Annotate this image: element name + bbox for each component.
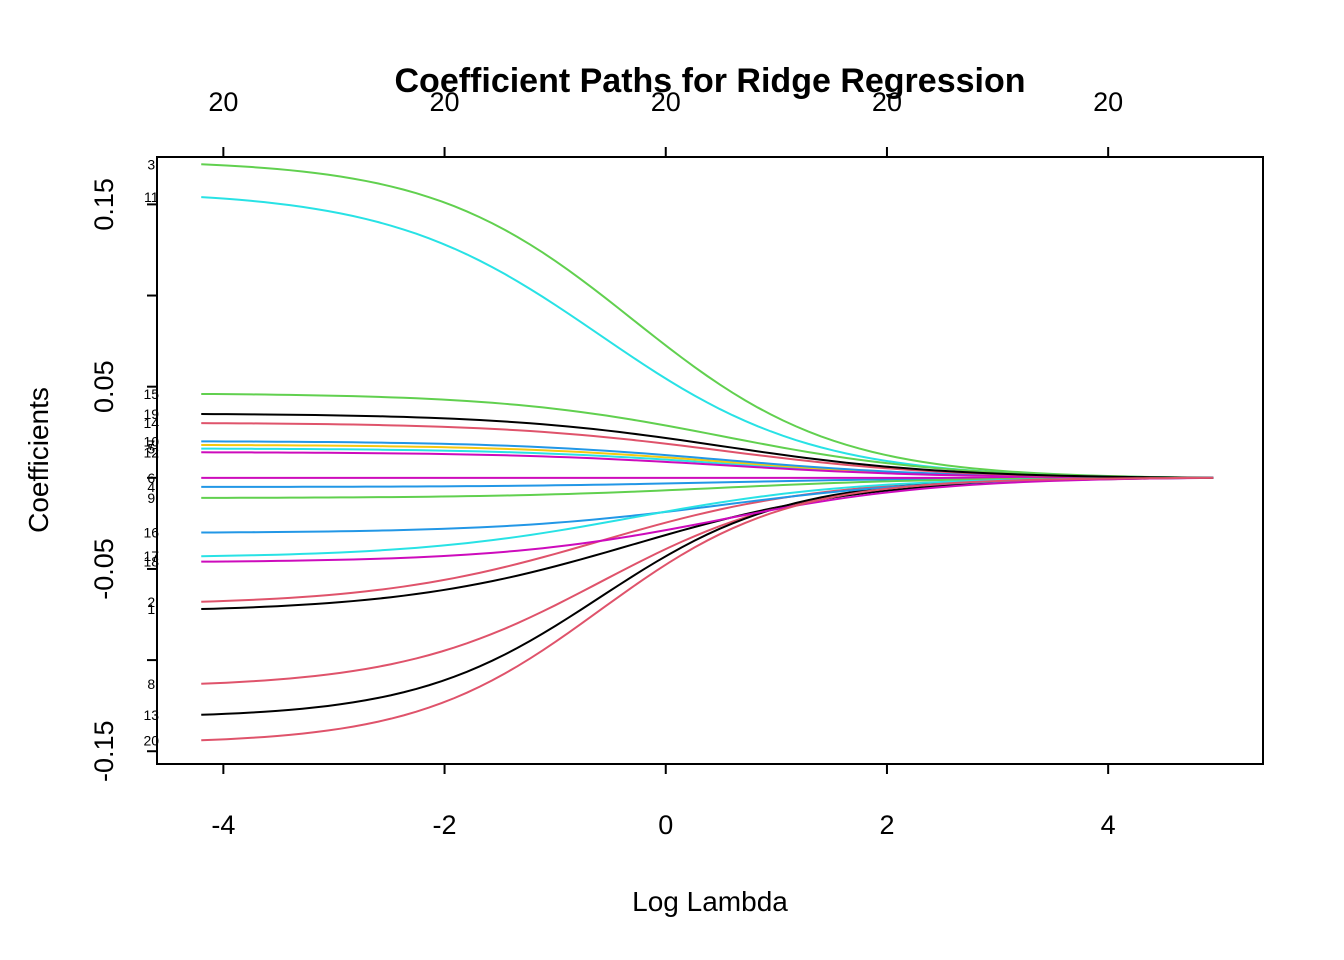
series-label-9: 9 xyxy=(147,490,155,506)
chart-title: Coefficient Paths for Ridge Regression xyxy=(395,62,1026,100)
top-tick-label: 20 xyxy=(651,87,681,117)
y-axis-label: Coefficients xyxy=(23,387,54,533)
plot-box xyxy=(156,156,1264,765)
series-line-18 xyxy=(201,476,1214,563)
series-line-14 xyxy=(201,422,1214,479)
series-label-16: 16 xyxy=(143,525,159,541)
series-line-17 xyxy=(201,476,1214,558)
x-axis-label: Log Lambda xyxy=(632,886,788,917)
series-label-2: 2 xyxy=(147,594,155,610)
series-label-3: 3 xyxy=(147,156,155,172)
series-line-8 xyxy=(201,476,1214,685)
left-axis: -0.15 -0.05 0.05 0.15 xyxy=(89,178,157,782)
series-line-11 xyxy=(201,196,1214,479)
top-axis: 20 20 20 20 20 xyxy=(208,87,1123,157)
top-tick-label: 20 xyxy=(208,87,238,117)
series-label-8: 8 xyxy=(147,676,155,692)
series-label-19: 19 xyxy=(143,406,159,422)
series-label-17: 17 xyxy=(143,548,159,564)
top-tick-label: 20 xyxy=(430,87,460,117)
bottom-axis: -4 -2 0 2 4 xyxy=(211,764,1116,840)
y-tick-label: -0.05 xyxy=(89,538,119,600)
x-tick-label: -4 xyxy=(211,810,235,840)
series-label-4: 4 xyxy=(147,479,155,495)
series-line-19 xyxy=(201,413,1214,479)
series-label-6: 6 xyxy=(147,470,155,486)
series-line-12 xyxy=(201,451,1214,479)
y-tick-label: -0.15 xyxy=(89,720,119,782)
series-label-14: 14 xyxy=(143,415,159,431)
y-tick-label: 0.05 xyxy=(89,360,119,413)
x-tick-label: -2 xyxy=(433,810,457,840)
series-label-7: 7 xyxy=(147,437,155,453)
top-tick-label: 20 xyxy=(872,87,902,117)
series-line-3 xyxy=(201,163,1214,479)
series-label-18: 18 xyxy=(143,554,159,570)
series-label-12: 12 xyxy=(143,444,159,460)
x-tick-label: 0 xyxy=(658,810,673,840)
series-label-5: 5 xyxy=(147,441,155,457)
series-line-20 xyxy=(201,476,1214,742)
plot-frame xyxy=(156,156,1264,765)
series-label-11: 11 xyxy=(144,189,159,205)
series-label-20: 20 xyxy=(143,732,159,748)
x-tick-label: 4 xyxy=(1101,810,1116,840)
series-label-13: 13 xyxy=(143,707,159,723)
series-label-1: 1 xyxy=(147,601,155,617)
top-tick-label: 20 xyxy=(1093,87,1123,117)
series-lines xyxy=(201,163,1214,742)
x-tick-label: 2 xyxy=(879,810,894,840)
series-label-10: 10 xyxy=(143,433,159,449)
series-label-15: 15 xyxy=(143,386,159,402)
y-tick-label: 0.15 xyxy=(89,178,119,231)
